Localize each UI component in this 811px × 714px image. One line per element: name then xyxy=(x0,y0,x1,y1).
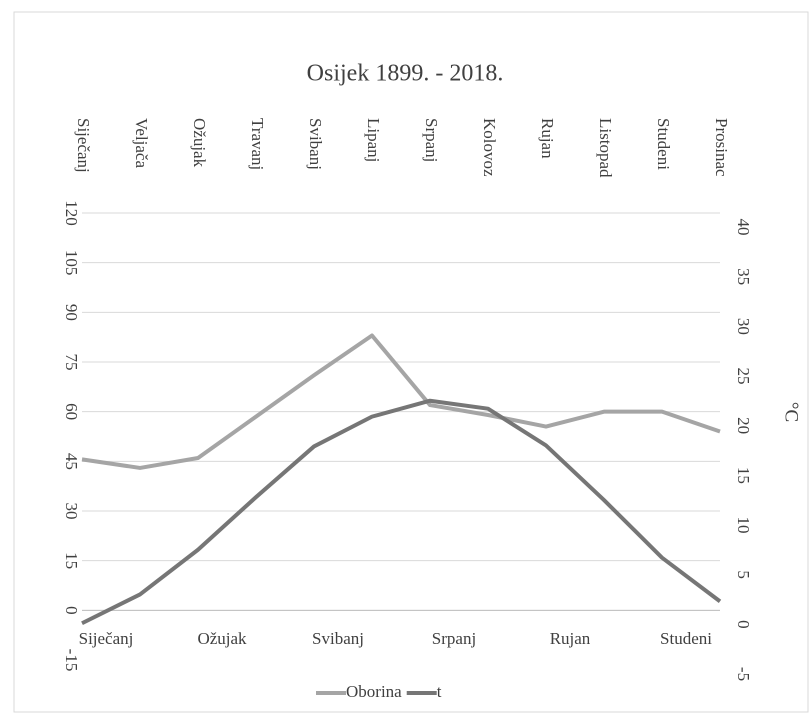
y2-tick-label: 15 xyxy=(734,467,753,484)
x-tick-label: Siječanj xyxy=(79,629,134,648)
x-tick-label: Svibanj xyxy=(312,629,364,648)
y2-tick-label: 20 xyxy=(734,417,753,434)
x-tick-label-top: Studeni xyxy=(654,118,673,170)
y-tick-label: 15 xyxy=(62,552,81,569)
x-tick-label-top: Svibanj xyxy=(306,118,325,170)
x-tick-label-top: Prosinac xyxy=(712,118,731,177)
x-tick-label-top: Travanj xyxy=(248,118,267,170)
y-tick-label: 30 xyxy=(62,503,81,520)
x-tick-label-top: Listopad xyxy=(596,118,615,178)
y2-tick-label: -5 xyxy=(734,667,753,681)
y-tick-label: -15 xyxy=(62,649,81,672)
x-tick-label-top: Lipanj xyxy=(364,118,383,162)
y-tick-label: 60 xyxy=(62,403,81,420)
x-tick-label: Rujan xyxy=(550,629,591,648)
x-tick-label: Ožujak xyxy=(197,629,247,648)
y-tick-label: 105 xyxy=(62,250,81,276)
y2-tick-label: 25 xyxy=(734,368,753,385)
y2-tick-label: 10 xyxy=(734,517,753,534)
line-series xyxy=(81,333,721,470)
x-tick-label-top: Siječanj xyxy=(74,118,93,173)
x-tick-label-top: Srpanj xyxy=(422,118,441,162)
y2-tick-label: 0 xyxy=(734,620,753,629)
y-tick-label: 75 xyxy=(62,354,81,371)
y-tick-label: 90 xyxy=(62,304,81,321)
y2-tick-label: 40 xyxy=(734,219,753,236)
chart-title: Osijek 1899. - 2018. xyxy=(307,61,504,87)
line-series xyxy=(81,398,722,626)
x-tick-label-top: Ožujak xyxy=(190,118,209,168)
x-tick-label-top: Kolovoz xyxy=(480,118,499,177)
y2-tick-label: 35 xyxy=(734,268,753,285)
y2-tick-label: 30 xyxy=(734,318,753,335)
x-tick-label-top: Rujan xyxy=(538,118,557,159)
y-tick-label: 120 xyxy=(62,200,81,226)
legend-label: Oborina xyxy=(346,682,402,701)
y-tick-label: 0 xyxy=(62,606,81,615)
x-tick-label: Studeni xyxy=(660,629,712,648)
x-tick-label: Srpanj xyxy=(432,629,476,648)
y-tick-label: 45 xyxy=(62,453,81,470)
y2-axis-title: °C xyxy=(781,402,802,422)
x-tick-label-top: Veljača xyxy=(132,118,151,168)
legend-label: t xyxy=(437,682,442,701)
y2-tick-label: 5 xyxy=(734,570,753,579)
